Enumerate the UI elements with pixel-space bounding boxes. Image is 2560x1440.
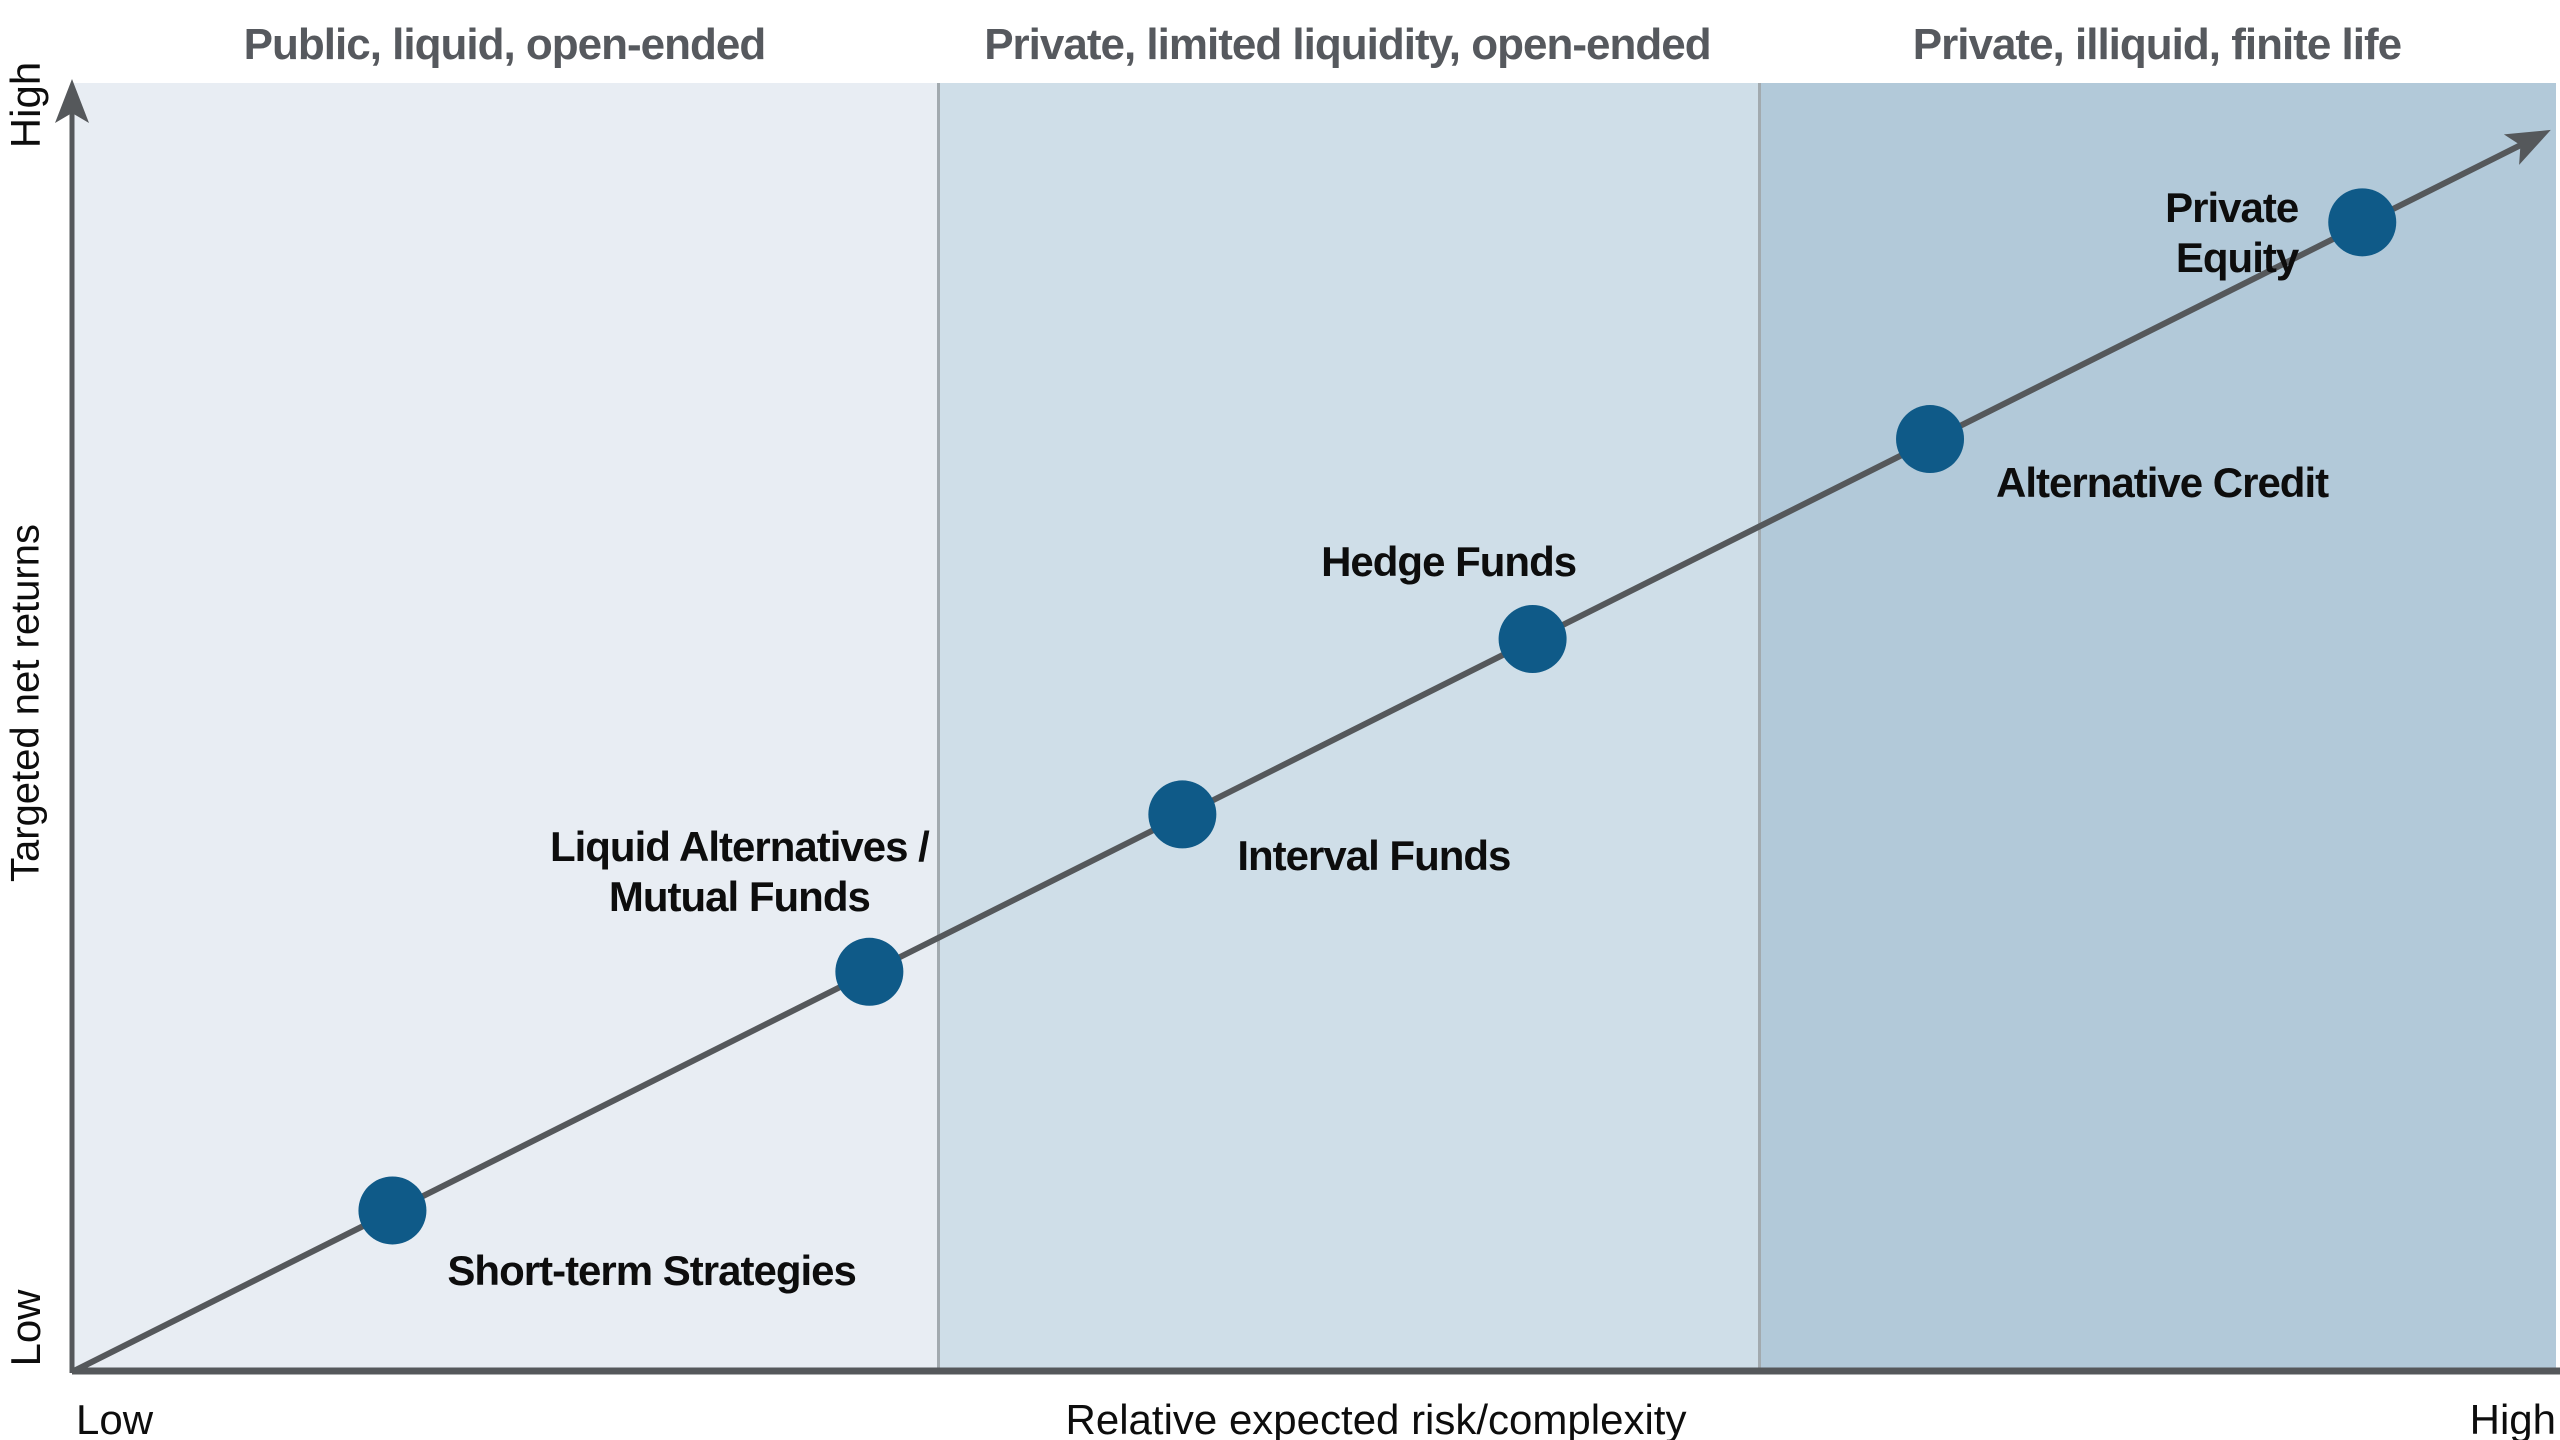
point-label-alternative-credit: Alternative Credit: [1996, 459, 2329, 507]
y-axis-title: Targeted net returns: [3, 524, 48, 882]
point-label-liquid-alternatives: Liquid Alternatives / Mutual Funds: [549, 822, 930, 920]
point-label-hedge-funds: Hedge Funds: [1321, 537, 1577, 585]
point-label-short-term-strategies: Short-term Strategies: [447, 1247, 856, 1295]
data-point-hedge-funds: [1498, 604, 1567, 673]
data-point-short-term-strategies: [358, 1176, 427, 1245]
y-tick-high: High: [2, 61, 49, 149]
column-header-public: Public, liquid, open-ended: [243, 20, 767, 69]
y-tick-low: Low: [2, 1289, 49, 1367]
x-tick-high: High: [2469, 1396, 2556, 1440]
plot-area: [72, 83, 2556, 1373]
data-point-alternative-credit: [1896, 405, 1965, 474]
data-point-private-equity: [2328, 188, 2397, 257]
data-point-interval-funds: [1148, 780, 1217, 849]
band-private-limited: [936, 83, 1758, 1373]
x-axis-title: Relative expected risk/complexity: [1065, 1396, 1687, 1440]
point-label-interval-funds: Interval Funds: [1237, 832, 1511, 880]
column-header-private-illiquid: Private, illiquid, finite life: [1912, 20, 2402, 69]
band-private-illiquid: [1757, 83, 2556, 1373]
data-point-liquid-alternatives: [835, 937, 904, 1006]
column-header-private-limited: Private, limited liquidity, open-ended: [984, 20, 1711, 69]
point-label-private-equity: Private Equity: [2165, 184, 2299, 282]
x-tick-low: Low: [76, 1396, 154, 1440]
